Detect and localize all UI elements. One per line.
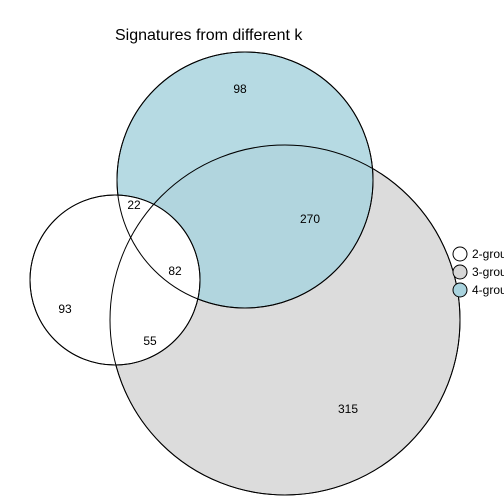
chart-title: Signatures from different k [115, 27, 303, 44]
label-a-and-c: 22 [127, 198, 141, 212]
legend-label-3-group: 3-group [472, 265, 504, 279]
label-b-only: 315 [338, 402, 358, 416]
legend: 2-group 3-group 4-group [453, 247, 504, 297]
label-a-b-c: 82 [168, 264, 182, 278]
label-b-and-c: 270 [300, 212, 320, 226]
venn-diagram: Signatures from different k 93 315 98 22… [0, 0, 504, 504]
legend-label-2-group: 2-group [472, 247, 504, 261]
legend-swatch-2-group [453, 247, 467, 261]
label-a-and-b: 55 [143, 334, 157, 348]
legend-swatch-4-group [453, 283, 467, 297]
label-c-only: 98 [233, 82, 247, 96]
legend-swatch-3-group [453, 265, 467, 279]
label-a-only: 93 [58, 302, 72, 316]
legend-label-4-group: 4-group [472, 283, 504, 297]
